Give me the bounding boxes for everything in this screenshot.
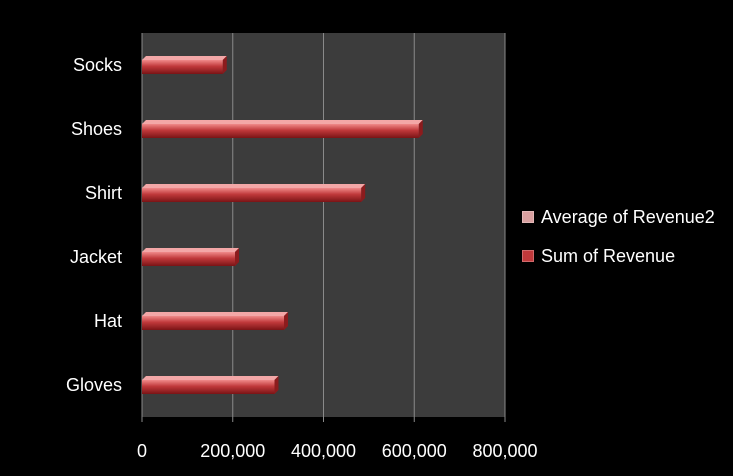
category-label-shoes: Shoes xyxy=(71,119,122,139)
bar-hat xyxy=(142,312,289,330)
x-tick-label: 800,000 xyxy=(472,441,537,461)
bar-top-face xyxy=(142,312,289,316)
category-label-jacket: Jacket xyxy=(70,247,122,267)
bar-top-face xyxy=(142,56,227,60)
x-tick-label: 400,000 xyxy=(291,441,356,461)
bar-top-face xyxy=(142,376,279,380)
legend-label-sum: Sum of Revenue xyxy=(541,245,676,266)
bar-series-sum-of-revenue xyxy=(142,56,423,394)
bar-top-face xyxy=(142,120,423,124)
bar-front-face xyxy=(142,188,362,202)
x-tick-label: 200,000 xyxy=(200,441,265,461)
category-label-hat: Hat xyxy=(94,311,122,331)
bar-side-face xyxy=(284,312,289,330)
bar-front-face xyxy=(142,124,419,138)
category-label-shirt: Shirt xyxy=(85,183,122,203)
bar-side-face xyxy=(222,56,227,74)
bar-gloves xyxy=(142,376,279,394)
bar-top-face xyxy=(142,248,240,252)
legend: Average of Revenue2 Sum of Revenue xyxy=(522,206,715,284)
bar-socks xyxy=(142,56,227,74)
bar-front-face xyxy=(142,60,223,74)
bar-side-face xyxy=(418,120,423,138)
x-tick-label: 0 xyxy=(137,441,147,461)
bar-top-face xyxy=(142,184,366,188)
bar-shoes xyxy=(142,120,423,138)
x-tick-label: 600,000 xyxy=(382,441,447,461)
legend-item-average-of-revenue2: Average of Revenue2 xyxy=(522,206,715,228)
bar-side-face xyxy=(274,376,279,394)
category-axis-labels: Gloves Hat Jacket Shirt Shoes Socks xyxy=(66,55,122,395)
bar-shirt xyxy=(142,184,366,202)
bar-side-face xyxy=(235,248,240,266)
bar-side-face xyxy=(361,184,366,202)
bar-front-face xyxy=(142,316,285,330)
legend-swatch-sum xyxy=(522,250,534,262)
category-label-gloves: Gloves xyxy=(66,375,122,395)
legend-label-average: Average of Revenue2 xyxy=(541,206,715,227)
gridlines xyxy=(141,33,506,422)
category-label-socks: Socks xyxy=(73,55,122,75)
bar-front-face xyxy=(142,252,236,266)
value-axis-tick-labels: 0 200,000 400,000 600,000 800,000 xyxy=(137,441,538,461)
bar-jacket xyxy=(142,248,240,266)
legend-item-sum-of-revenue: Sum of Revenue xyxy=(522,245,715,267)
legend-swatch-average xyxy=(522,211,534,223)
bar-front-face xyxy=(142,380,275,394)
